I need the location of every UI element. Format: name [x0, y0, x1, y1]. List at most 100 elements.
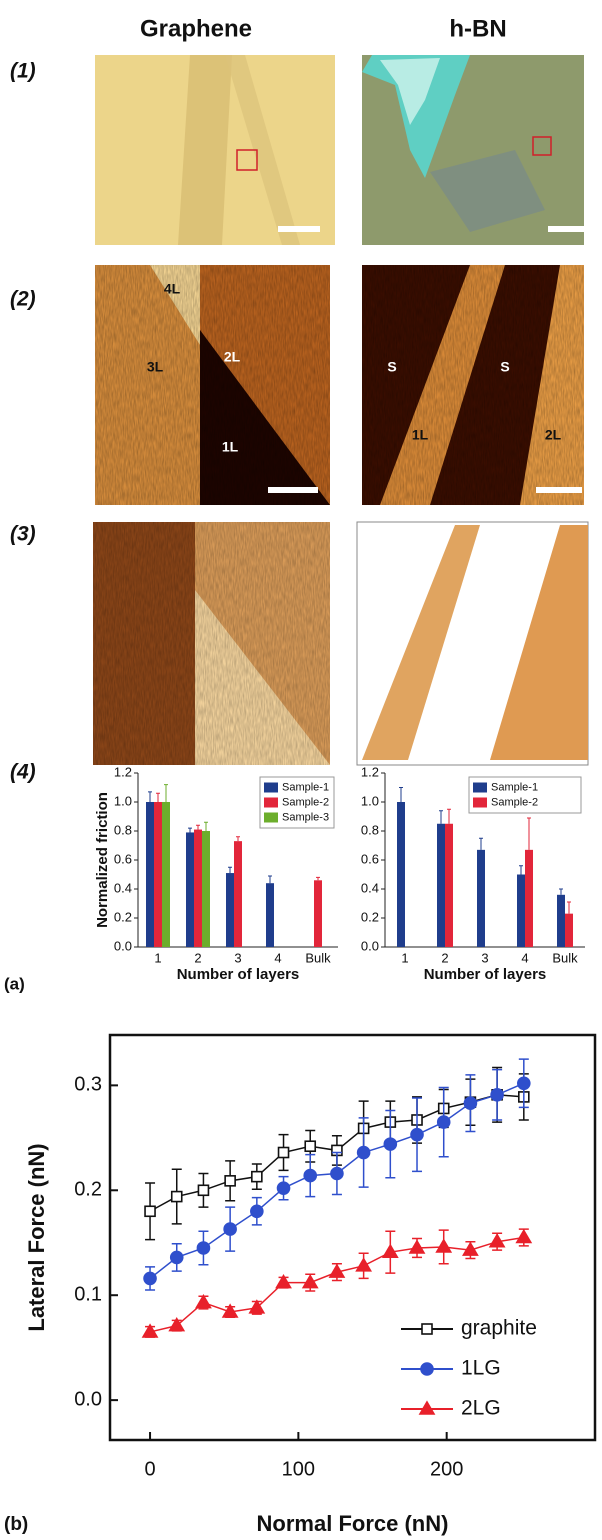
layer-label: 2L — [545, 427, 562, 443]
bar — [397, 802, 405, 947]
marker — [279, 1148, 289, 1158]
bar — [154, 802, 162, 947]
marker — [251, 1205, 263, 1217]
x-axis-label: Normal Force (nN) — [257, 1511, 449, 1536]
optical-image — [362, 55, 584, 245]
legend-label: graphite — [461, 1317, 537, 1340]
marker — [196, 1296, 210, 1308]
bar — [477, 850, 485, 947]
column-title: Graphene — [140, 15, 252, 42]
y-tick-label: 1.2 — [361, 764, 379, 779]
marker — [303, 1276, 317, 1288]
column-title: h-BN — [449, 15, 506, 42]
marker — [491, 1089, 503, 1101]
error-bar — [527, 818, 531, 850]
marker — [421, 1363, 433, 1375]
error-bar — [268, 876, 272, 883]
marker — [171, 1251, 183, 1263]
layer-label: S — [500, 359, 509, 375]
y-tick-label: 0.1 — [74, 1283, 102, 1305]
error-bar — [196, 825, 200, 829]
error-bar — [519, 866, 523, 875]
legend-swatch — [264, 783, 278, 793]
error-bar — [439, 811, 443, 824]
y-tick-label: 0.6 — [114, 851, 132, 866]
y-tick-label: 0.4 — [361, 880, 379, 895]
y-tick-label: 0.6 — [361, 851, 379, 866]
marker — [144, 1272, 156, 1284]
layer-label: S — [387, 359, 396, 375]
bar — [437, 824, 445, 947]
y-tick-label: 0.2 — [361, 909, 379, 924]
marker — [198, 1185, 208, 1195]
marker — [357, 1259, 371, 1271]
x-tick-label: 2 — [194, 950, 201, 965]
error-bar — [567, 902, 571, 914]
bar — [226, 873, 234, 947]
optical-image — [95, 55, 335, 245]
marker — [464, 1097, 476, 1109]
bar — [314, 880, 322, 947]
bar — [517, 875, 525, 948]
error-bar — [479, 838, 483, 850]
y-tick-label: 0.8 — [114, 822, 132, 837]
marker — [411, 1129, 423, 1141]
y-tick-label: 1.0 — [361, 793, 379, 808]
error-bar — [156, 793, 160, 802]
marker — [305, 1141, 315, 1151]
y-tick-label: 0.3 — [74, 1074, 102, 1096]
y-tick-label: 0.2 — [114, 909, 132, 924]
bar — [186, 832, 194, 947]
error-bar — [399, 788, 403, 803]
x-tick-label: 0 — [144, 1458, 155, 1480]
row-label: (1) — [10, 60, 36, 83]
marker — [145, 1206, 155, 1216]
bar — [445, 824, 453, 947]
bar — [557, 895, 565, 947]
legend-label: 2LG — [461, 1397, 501, 1420]
afm-image — [95, 265, 330, 505]
y-tick-label: 0.2 — [74, 1179, 102, 1201]
row-label: (3) — [10, 523, 36, 546]
bar — [194, 830, 202, 947]
marker — [304, 1170, 316, 1182]
bar — [266, 883, 274, 947]
error-bar — [148, 792, 152, 802]
legend-label: Sample-1 — [282, 781, 329, 793]
y-tick-label: 1.0 — [114, 793, 132, 808]
x-tick-label: 4 — [274, 950, 281, 965]
bar — [525, 850, 533, 947]
y-tick-label: 0.0 — [114, 938, 132, 953]
bar — [162, 802, 170, 947]
bar — [234, 841, 242, 947]
x-tick-label: 3 — [234, 950, 241, 965]
marker — [384, 1138, 396, 1150]
bar — [202, 831, 210, 947]
bar — [146, 802, 154, 947]
legend-swatch — [264, 798, 278, 808]
x-tick-label: 3 — [481, 950, 488, 965]
marker — [225, 1176, 235, 1186]
afm-image — [362, 265, 584, 505]
error-bar — [236, 837, 240, 841]
marker — [358, 1147, 370, 1159]
friction-image — [357, 522, 588, 765]
error-bar — [559, 889, 563, 895]
legend-label: Sample-2 — [282, 796, 329, 808]
marker — [438, 1116, 450, 1128]
marker — [410, 1241, 424, 1253]
friction-image — [93, 522, 330, 765]
x-tick-label: 1 — [154, 950, 161, 965]
marker — [517, 1231, 531, 1243]
legend-swatch — [473, 783, 487, 793]
legend-label: Sample-2 — [491, 796, 538, 808]
marker — [224, 1223, 236, 1235]
layer-label: 4L — [164, 281, 181, 297]
error-bar — [316, 877, 320, 880]
marker — [172, 1192, 182, 1202]
bar — [565, 914, 573, 947]
legend-swatch — [473, 798, 487, 808]
y-tick-label: 0.0 — [74, 1388, 102, 1410]
layer-label: 1L — [412, 427, 429, 443]
layer-label: 3L — [147, 359, 164, 375]
